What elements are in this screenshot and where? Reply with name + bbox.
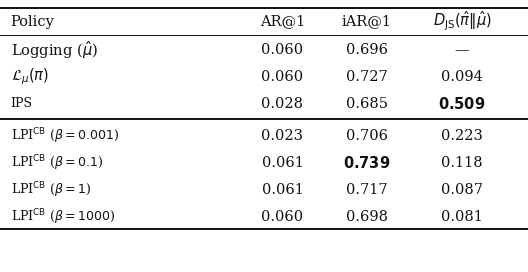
Text: 0.696: 0.696 [346,43,388,57]
Text: 0.060: 0.060 [261,43,304,57]
Text: 0.685: 0.685 [346,97,388,111]
Text: Policy: Policy [11,15,54,29]
Text: Logging ($\hat{\mu}$): Logging ($\hat{\mu}$) [11,39,98,61]
Text: iAR@1: iAR@1 [342,15,392,29]
Text: 0.094: 0.094 [441,70,483,84]
Text: $\mathbf{0.739}$: $\mathbf{0.739}$ [343,155,391,171]
Text: 0.717: 0.717 [346,183,388,197]
Text: LPI$^{\mathrm{CB}}$ ($\beta = 1000$): LPI$^{\mathrm{CB}}$ ($\beta = 1000$) [11,207,115,227]
Text: 0.727: 0.727 [346,70,388,84]
Text: —: — [455,43,469,57]
Text: $D_{\mathrm{JS}}(\hat{\pi} \| \hat{\mu})$: $D_{\mathrm{JS}}(\hat{\pi} \| \hat{\mu})… [432,10,492,33]
Text: 0.060: 0.060 [261,70,304,84]
Text: 0.061: 0.061 [261,183,304,197]
Text: 0.698: 0.698 [346,210,388,224]
Text: 0.118: 0.118 [441,156,483,170]
Text: AR@1: AR@1 [260,15,305,29]
Text: IPS: IPS [11,97,33,110]
Text: $\mathcal{L}_{\mu}(\pi)$: $\mathcal{L}_{\mu}(\pi)$ [11,66,49,87]
Text: $\mathbf{0.509}$: $\mathbf{0.509}$ [438,96,486,112]
Text: 0.028: 0.028 [261,97,304,111]
Text: 0.081: 0.081 [441,210,483,224]
Text: LPI$^{\mathrm{CB}}$ ($\beta = 1$): LPI$^{\mathrm{CB}}$ ($\beta = 1$) [11,180,91,200]
Text: 0.706: 0.706 [346,129,388,143]
Text: 0.087: 0.087 [441,183,483,197]
Text: LPI$^{\mathrm{CB}}$ ($\beta = 0.001$): LPI$^{\mathrm{CB}}$ ($\beta = 0.001$) [11,126,119,146]
Text: LPI$^{\mathrm{CB}}$ ($\beta = 0.1$): LPI$^{\mathrm{CB}}$ ($\beta = 0.1$) [11,153,103,173]
Text: 0.060: 0.060 [261,210,304,224]
Text: 0.061: 0.061 [261,156,304,170]
Text: 0.223: 0.223 [441,129,483,143]
Text: 0.023: 0.023 [261,129,304,143]
